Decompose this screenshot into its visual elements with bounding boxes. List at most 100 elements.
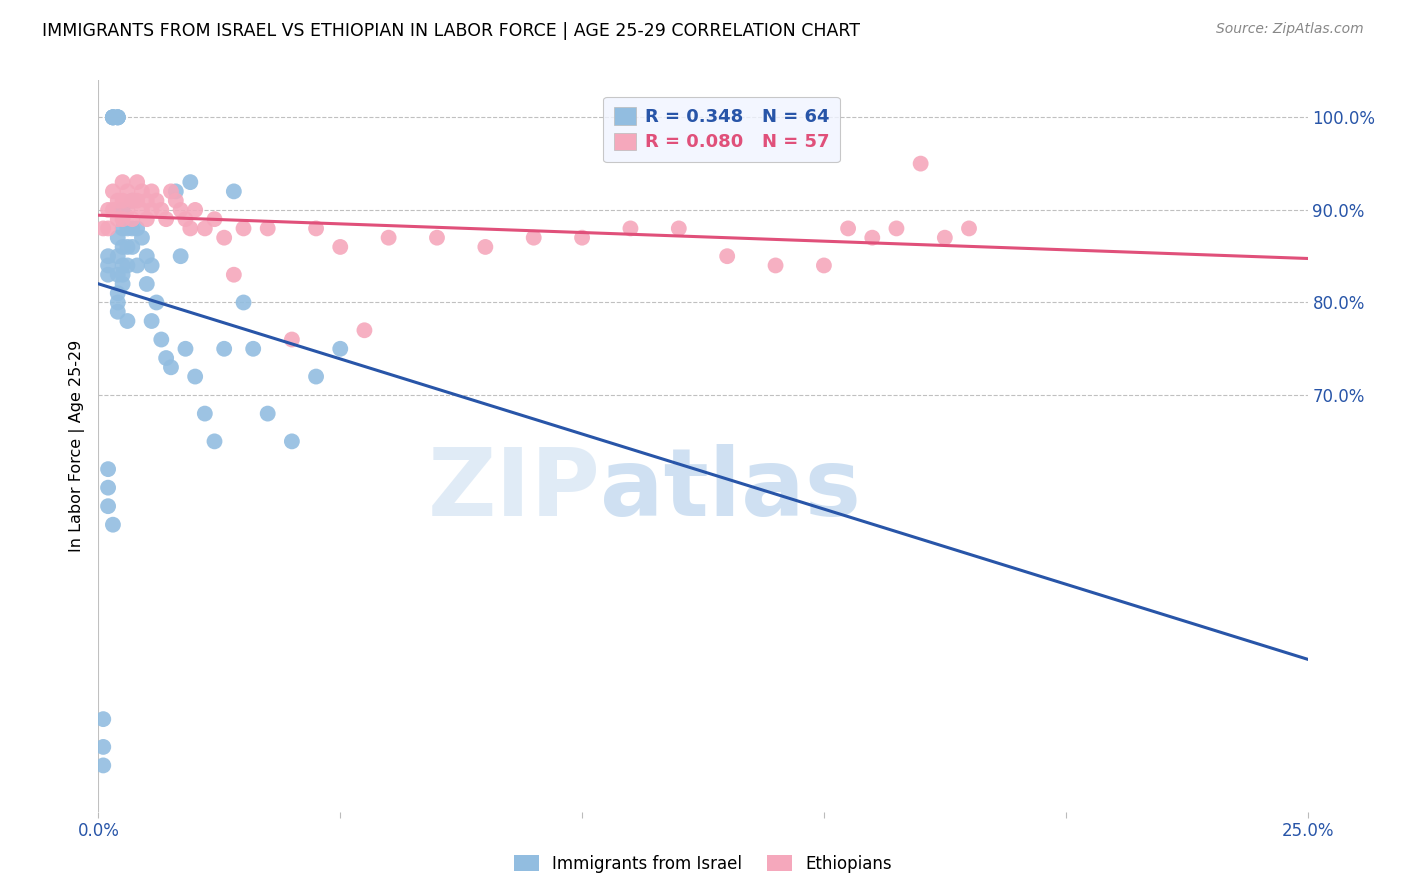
- Point: [97, 499, 120, 513]
- Point: [91, 221, 114, 235]
- Point: [281, 333, 304, 347]
- Point: [184, 202, 207, 217]
- Point: [232, 221, 254, 235]
- Point: [127, 259, 149, 273]
- Point: [117, 240, 139, 254]
- Point: [107, 286, 129, 301]
- Point: [305, 221, 328, 235]
- Point: [145, 295, 167, 310]
- Point: [111, 268, 134, 282]
- Point: [101, 111, 124, 125]
- Point: [426, 230, 449, 244]
- Point: [101, 111, 124, 125]
- Point: [160, 360, 183, 375]
- Point: [174, 212, 197, 227]
- Point: [256, 407, 278, 421]
- Point: [668, 221, 690, 235]
- Point: [91, 739, 114, 754]
- Point: [150, 202, 173, 217]
- Point: [179, 175, 201, 189]
- Point: [117, 202, 139, 217]
- Point: [107, 212, 129, 227]
- Point: [934, 230, 956, 244]
- Point: [571, 230, 593, 244]
- Point: [910, 156, 932, 170]
- Point: [165, 185, 187, 199]
- Point: [135, 249, 157, 263]
- Point: [107, 111, 129, 125]
- Point: [222, 268, 245, 282]
- Point: [131, 230, 153, 244]
- Point: [127, 221, 149, 235]
- Point: [107, 111, 129, 125]
- Point: [135, 277, 157, 291]
- Point: [305, 369, 328, 384]
- Point: [212, 342, 235, 356]
- Point: [329, 342, 352, 356]
- Point: [107, 268, 129, 282]
- Point: [353, 323, 375, 337]
- Point: [165, 194, 187, 208]
- Point: [107, 295, 129, 310]
- Point: [101, 111, 124, 125]
- Point: [281, 434, 304, 449]
- Point: [101, 202, 124, 217]
- Point: [194, 221, 217, 235]
- Point: [957, 221, 980, 235]
- Point: [184, 369, 207, 384]
- Point: [111, 240, 134, 254]
- Point: [111, 175, 134, 189]
- Point: [121, 194, 143, 208]
- Point: [886, 221, 908, 235]
- Point: [813, 259, 835, 273]
- Point: [523, 230, 546, 244]
- Point: [141, 202, 163, 217]
- Point: [860, 230, 883, 244]
- Point: [155, 351, 177, 365]
- Point: [117, 259, 139, 273]
- Point: [179, 221, 201, 235]
- Point: [111, 194, 134, 208]
- Y-axis label: In Labor Force | Age 25-29: In Labor Force | Age 25-29: [69, 340, 86, 552]
- Point: [135, 212, 157, 227]
- Point: [141, 185, 163, 199]
- Text: ZIP: ZIP: [427, 444, 600, 536]
- Text: atlas: atlas: [600, 444, 862, 536]
- Point: [121, 221, 143, 235]
- Point: [765, 259, 787, 273]
- Point: [101, 517, 124, 532]
- Point: [131, 185, 153, 199]
- Point: [716, 249, 738, 263]
- Point: [121, 212, 143, 227]
- Point: [107, 111, 129, 125]
- Point: [169, 202, 191, 217]
- Point: [145, 194, 167, 208]
- Point: [204, 434, 226, 449]
- Point: [101, 111, 124, 125]
- Point: [329, 240, 352, 254]
- Point: [97, 481, 120, 495]
- Point: [117, 221, 139, 235]
- Point: [107, 249, 129, 263]
- Point: [117, 314, 139, 328]
- Point: [174, 342, 197, 356]
- Point: [150, 333, 173, 347]
- Point: [91, 758, 114, 772]
- Point: [256, 221, 278, 235]
- Point: [111, 259, 134, 273]
- Point: [107, 111, 129, 125]
- Point: [111, 277, 134, 291]
- Point: [97, 221, 120, 235]
- Point: [101, 185, 124, 199]
- Legend: Immigrants from Israel, Ethiopians: Immigrants from Israel, Ethiopians: [508, 848, 898, 880]
- Point: [127, 175, 149, 189]
- Point: [619, 221, 641, 235]
- Point: [377, 230, 399, 244]
- Point: [107, 230, 129, 244]
- Point: [111, 212, 134, 227]
- Point: [222, 185, 245, 199]
- Point: [101, 111, 124, 125]
- Point: [212, 230, 235, 244]
- Point: [204, 212, 226, 227]
- Point: [135, 194, 157, 208]
